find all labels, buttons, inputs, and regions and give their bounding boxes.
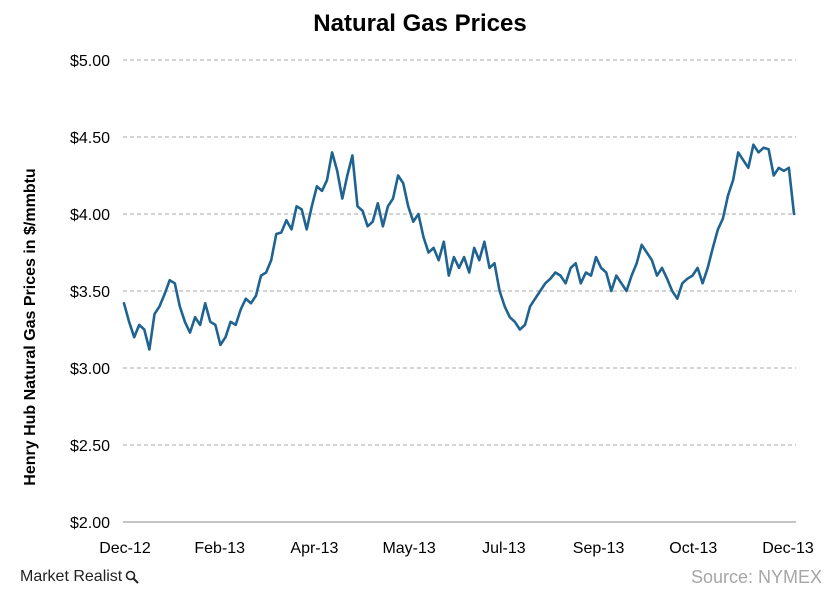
y-tick-label: $3.00: [70, 361, 110, 378]
source-note: Source: NYMEX: [690, 567, 822, 587]
x-tick-labels: Dec-12 Feb-13 Apr-13 May-13 Jul-13 Sep-13 Oct-…: [99, 540, 814, 557]
x-tick-label: Jul-13: [482, 540, 526, 557]
brand-name: Market Realist: [20, 568, 123, 585]
y-tick-label: $4.00: [70, 207, 110, 224]
y-tick-label: $5.00: [70, 53, 110, 70]
y-tick-label: $4.50: [70, 130, 110, 147]
magnifier-icon: [125, 570, 139, 584]
x-tick-label: Apr-13: [290, 540, 338, 557]
x-tick-label: May-13: [382, 540, 435, 557]
x-tick-label: Dec-12: [99, 540, 151, 557]
brand-logo: Market Realist: [20, 568, 139, 586]
x-tick-label: Oct-13: [669, 540, 717, 557]
y-tick-label: $2.50: [70, 438, 110, 455]
gridlines: [123, 59, 796, 446]
y-tick-labels: $2.00 $2.50 $3.00 $3.50 $4.00 $4.50 $5.00: [70, 53, 110, 532]
x-tick-label: Feb-13: [194, 540, 245, 557]
series-line: [122, 143, 796, 351]
y-tick-label: $3.50: [70, 284, 110, 301]
y-tick-label: $2.00: [70, 515, 110, 532]
x-tick-label: Dec-13: [762, 540, 814, 557]
x-tick-label: Sep-13: [573, 540, 625, 557]
chart-title: Natural Gas Prices: [313, 10, 527, 37]
